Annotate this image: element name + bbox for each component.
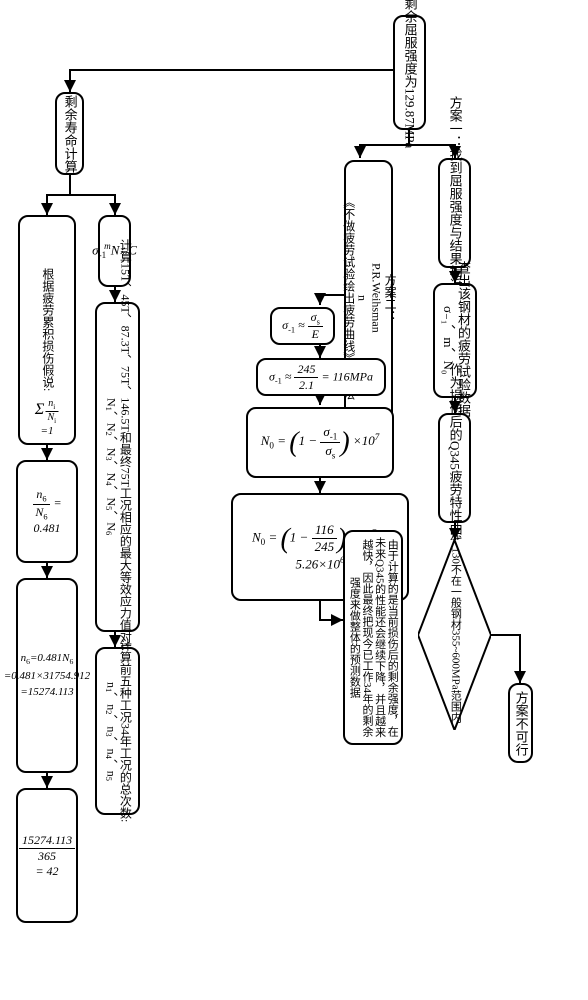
n6n6-text: n6N6 = 0.481 xyxy=(22,487,72,536)
node-n6-calc: n6=0.481N6 =0.481×31754.912 =15274.113 xyxy=(16,578,78,773)
node-as-params: 作为损伤后的Q345疲劳特性曲线参数 xyxy=(438,413,471,523)
node-scheme-a: 方案一：找到屈服强度与结果相近的钢材 xyxy=(438,158,471,268)
node-sigma-eq: σ-1 ≈ σsE xyxy=(270,307,335,345)
node-start: 剩余屈服强度为129.87MPa xyxy=(393,15,426,130)
decision-diamond: 130不在一般钢材355~600MPa范围内 xyxy=(418,540,491,730)
node-count5: 计算前五种工况34年工况的总次数: n1、n2、n3、n4、n5 xyxy=(95,647,140,815)
discussion-text: 由于计算的是当前损伤后的剩余强度，在未来Q345的性能还会继续下降，并且越来越快… xyxy=(348,536,399,739)
node-calc6: 计算15T、45T、87.3T、75T、146.5T和最终75T工况相应的最大等… xyxy=(95,302,140,632)
node-n6-over-N6: n6N6 = 0.481 xyxy=(16,460,78,563)
calc6-text: 计算15T、45T、87.3T、75T、146.5T和最终75T工况相应的最大等… xyxy=(104,239,132,694)
node-scheme-a-no: 方案不可行 xyxy=(508,683,533,763)
count5-text: 计算前五种工况34年工况的总次数: n1、n2、n3、n4、n5 xyxy=(104,639,132,822)
scheme-a-no-text: 方案不可行 xyxy=(512,691,528,756)
final-text: 15274.113365 = 42 xyxy=(19,833,75,879)
n0-eq-text: N0 = (1 − σ-1σs) ×107 xyxy=(261,424,380,460)
node-n0-eq: N0 = (1 − σ-1σs) ×107 xyxy=(246,407,394,478)
node-final: 15274.113365 = 42 xyxy=(16,788,78,923)
node-residual-calc: 剩余寿命计算 xyxy=(55,92,84,175)
damage-hyp-text: 根据疲劳累积损伤假说: xyxy=(40,268,54,391)
node-damage-hyp: 根据疲劳累积损伤假说: ΣniNi=1 xyxy=(18,215,76,445)
sigma-eq-text: σ-1 ≈ σsE xyxy=(282,310,323,342)
start-text: 剩余屈服强度为129.87MPa xyxy=(401,0,417,148)
sigma-val-text: σ-1 ≈ 2452.1 = 116MPa xyxy=(269,362,373,393)
node-discussion: 由于计算的是当前损伤后的剩余强度，在未来Q345的性能还会继续下降，并且越来越快… xyxy=(343,530,403,745)
decision-text: 130不在一般钢材355~600MPa范围内 xyxy=(448,547,462,722)
node-sigma-val: σ-1 ≈ 2452.1 = 116MPa xyxy=(256,358,386,396)
n6-calc-text: n6=0.481N6 =0.481×31754.912 =15274.113 xyxy=(4,650,90,701)
residual-calc-text: 剩余寿命计算 xyxy=(61,95,77,173)
